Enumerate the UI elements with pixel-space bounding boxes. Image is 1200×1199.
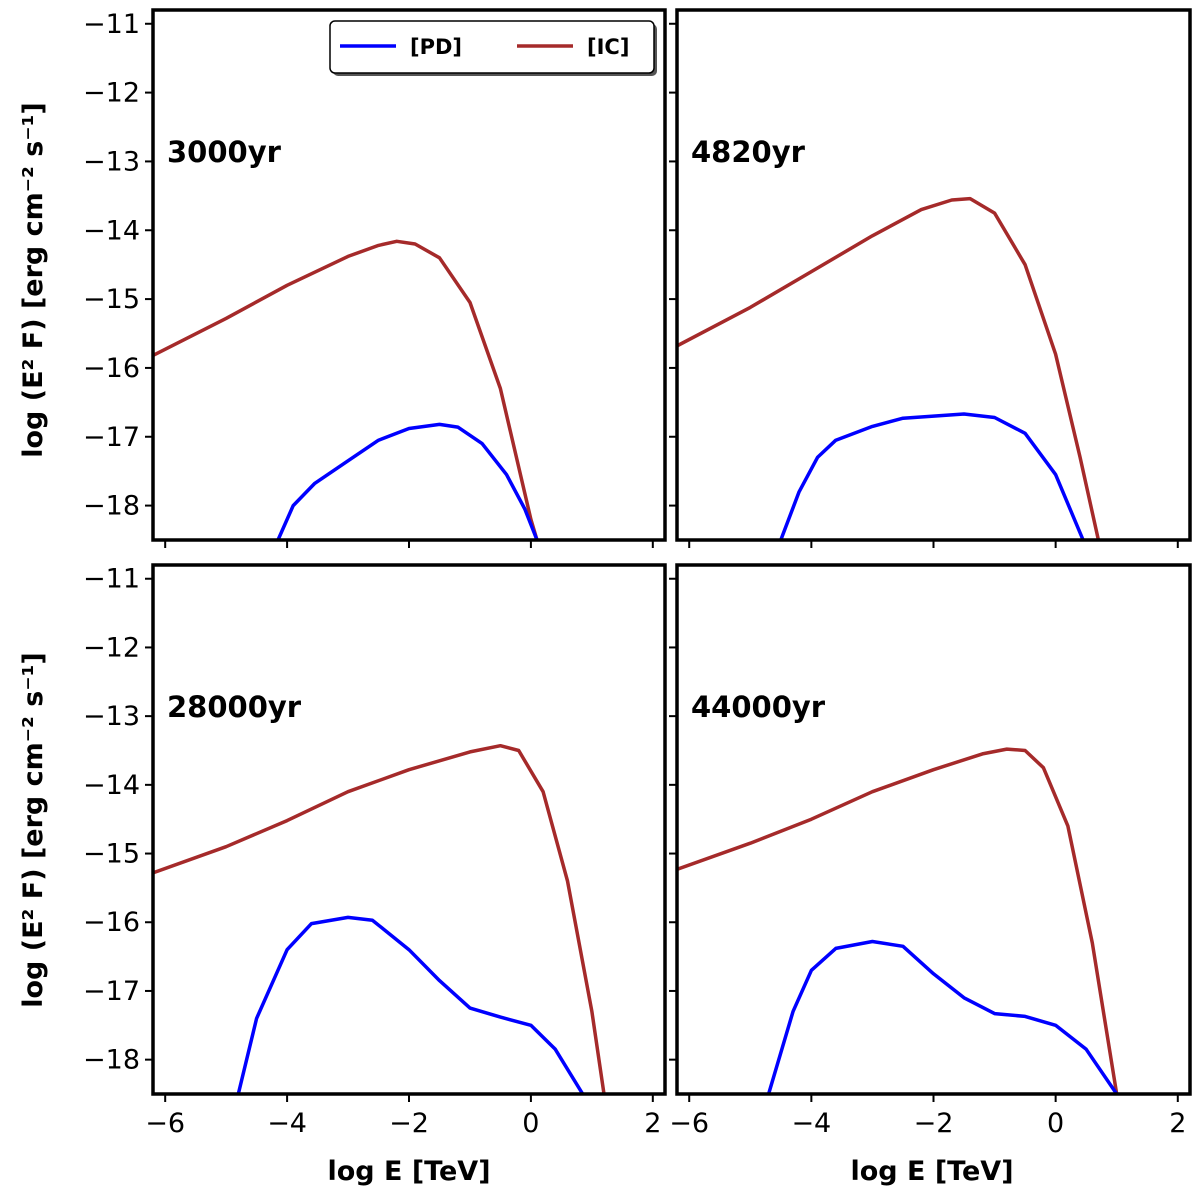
- panel-series: [677, 196, 1101, 540]
- series-line-pd: [236, 915, 585, 1094]
- panel-2: 4820yr: [669, 8, 1192, 548]
- y-tick-label: −16: [83, 907, 140, 938]
- y-tick-label: −17: [83, 976, 140, 1007]
- y-axis-title-top: log (E² F) [erg cm⁻² s⁻¹]: [18, 102, 49, 458]
- series-line-pd: [779, 412, 1085, 540]
- plot-frame: [675, 563, 1192, 1096]
- series-line-ic: [153, 239, 539, 540]
- legend-box: [329, 20, 655, 74]
- panel-label: 3000yr: [167, 135, 282, 169]
- x-tick-label: 0: [1047, 1108, 1064, 1139]
- y-tick-label: −13: [83, 701, 140, 732]
- panel-label: 44000yr: [691, 690, 826, 724]
- panel-series: [153, 239, 539, 540]
- x-tick-label: 2: [1169, 1108, 1186, 1139]
- series-line-pd: [766, 939, 1119, 1094]
- x-tick-label: −2: [914, 1108, 954, 1139]
- series-line-pd: [276, 422, 539, 540]
- x-tick-label: 2: [644, 1108, 661, 1139]
- legend: [PD] [IC]: [329, 20, 657, 76]
- y-tick-label: −15: [83, 839, 140, 870]
- panel-3: −11 −12 −13 −14 −15 −16 −17 −18 −6 −4 −2 0 2 28000yr: [83, 563, 667, 1139]
- x-tick-label: −4: [267, 1108, 307, 1139]
- y-tick-label: −18: [83, 1045, 140, 1076]
- y-tick-label: −14: [83, 215, 140, 246]
- panel-label: 4820yr: [691, 135, 806, 169]
- x-tick-label: −4: [791, 1108, 831, 1139]
- y-tick-label: −16: [83, 353, 140, 384]
- series-line-ic: [153, 743, 606, 1094]
- y-axis-title-bottom: log (E² F) [erg cm⁻² s⁻¹]: [18, 652, 49, 1008]
- panel-4: −6 −4 −2 0 2 44000yr: [669, 563, 1192, 1139]
- y-tick-label: −18: [83, 491, 140, 522]
- x-tick-label: −6: [145, 1108, 185, 1139]
- y-tick-label: −13: [83, 146, 140, 177]
- y-tick-label: −11: [83, 9, 140, 40]
- plot-frame: [151, 8, 667, 542]
- plot-frame: [675, 8, 1192, 542]
- x-tick-label: −2: [389, 1108, 429, 1139]
- x-axis-title-left: log E [TeV]: [327, 1156, 490, 1187]
- panel-label: 28000yr: [167, 690, 302, 724]
- series-line-ic: [677, 747, 1119, 1094]
- y-tick-label: −11: [83, 564, 140, 595]
- legend-label: [PD]: [410, 35, 462, 59]
- plot-frame: [151, 563, 667, 1096]
- series-line-ic: [677, 196, 1101, 540]
- y-tick-label: −12: [83, 632, 140, 663]
- x-tick-label: −6: [669, 1108, 709, 1139]
- legend-label: [IC]: [587, 35, 629, 59]
- y-tick-label: −15: [83, 284, 140, 315]
- panel-1: −11 −12 −13 −14 −15 −16 −17 −18 3000yr: [83, 8, 667, 548]
- panel-series: [677, 747, 1119, 1094]
- y-tick-label: −17: [83, 422, 140, 453]
- y-tick-label: −14: [83, 770, 140, 801]
- x-axis-title-right: log E [TeV]: [850, 1156, 1013, 1187]
- panel-series: [153, 743, 606, 1094]
- y-tick-label: −12: [83, 78, 140, 109]
- x-tick-label: 0: [522, 1108, 539, 1139]
